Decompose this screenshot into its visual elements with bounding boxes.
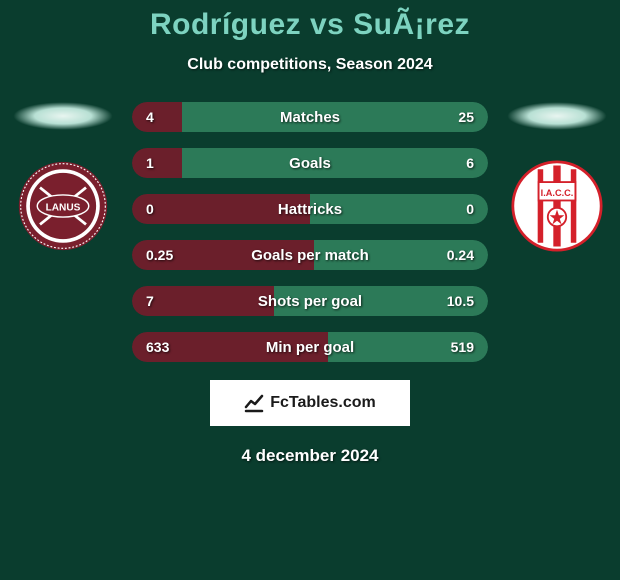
player-halo-right [507,102,607,130]
date-label: 4 december 2024 [241,446,378,466]
stat-bar-left [132,102,182,132]
page-title: Rodríguez vs SuÃ¡rez [150,8,470,42]
stat-value-right: 0.24 [447,247,474,263]
watermark-text: FcTables.com [270,394,376,412]
stat-value-right: 6 [466,155,474,171]
player-halo-left [13,102,113,130]
chart-icon [244,393,264,413]
stat-label: Matches [280,109,340,126]
stat-row: 4 Matches 25 [132,102,488,132]
stat-label: Min per goal [266,339,354,356]
right-team-col: I.A.C.C. [502,102,612,252]
stat-value-right: 25 [458,109,474,125]
stat-bar-left [132,148,182,178]
stat-row: 7 Shots per goal 10.5 [132,286,488,316]
stat-label: Goals [289,155,331,172]
stat-label: Goals per match [251,247,369,264]
stat-value-left: 4 [146,109,154,125]
stat-value-left: 633 [146,339,169,355]
left-team-col: LANUS [8,102,118,252]
stat-row: 1 Goals 6 [132,148,488,178]
svg-text:I.A.C.C.: I.A.C.C. [541,188,574,198]
watermark: FcTables.com [210,380,410,426]
svg-text:LANUS: LANUS [46,203,81,214]
stat-row: 0 Hattricks 0 [132,194,488,224]
stat-value-right: 10.5 [447,293,474,309]
stat-row: 0.25 Goals per match 0.24 [132,240,488,270]
stat-value-left: 0.25 [146,247,173,263]
comparison-card: Rodríguez vs SuÃ¡rez Club competitions, … [0,0,620,580]
stats-column: 4 Matches 25 1 Goals 6 0 Hattricks 0 0.25 Goals pe… [132,102,488,362]
subtitle: Club competitions, Season 2024 [187,56,432,74]
stat-row: 633 Min per goal 519 [132,332,488,362]
right-team-badge-icon: I.A.C.C. [511,160,603,252]
left-team-badge-icon: LANUS [17,160,109,252]
stat-value-left: 0 [146,201,154,217]
stat-value-right: 0 [466,201,474,217]
stat-bar-right [182,148,488,178]
stat-value-left: 7 [146,293,154,309]
stat-value-left: 1 [146,155,154,171]
main-row: LANUS 4 Matches 25 1 Goals 6 0 Hattricks 0 0.25 Go… [0,102,620,362]
stat-label: Shots per goal [258,293,362,310]
stat-value-right: 519 [451,339,474,355]
stat-label: Hattricks [278,201,342,218]
